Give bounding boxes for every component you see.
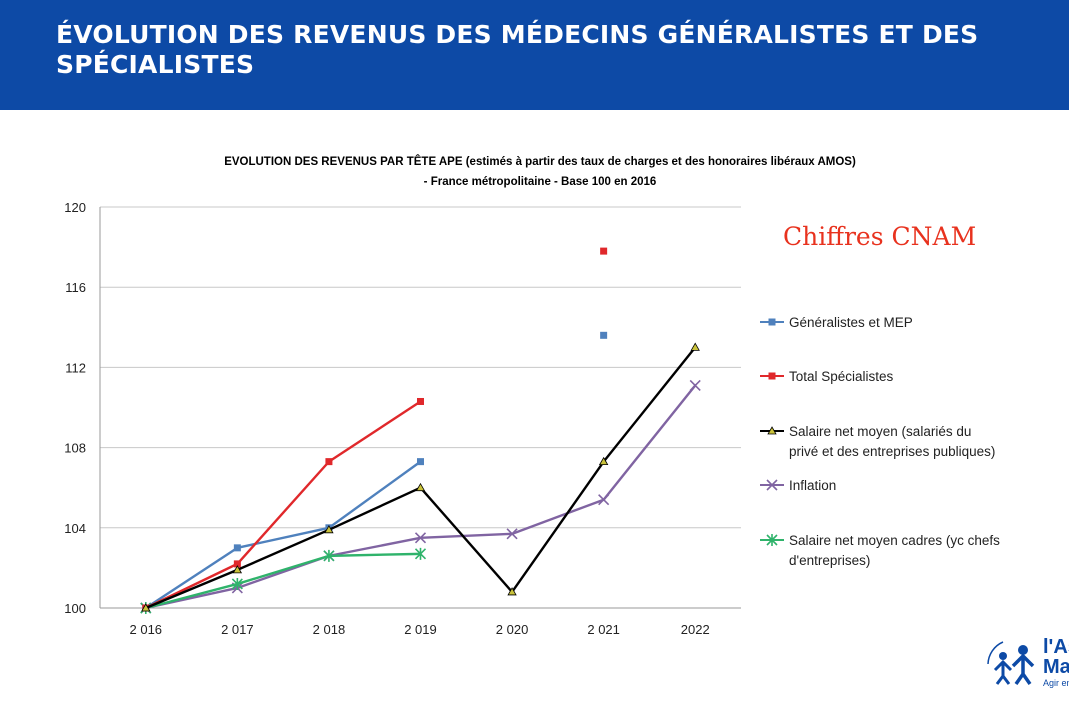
series-line-salaire-net-moyen-cadres-yc-ch bbox=[236, 554, 331, 586]
data-point-inflation bbox=[506, 528, 518, 540]
x-tick-label: 2 021 bbox=[587, 622, 620, 637]
legend-label: privé et des entreprises publiques) bbox=[789, 444, 995, 459]
series-line-salaire-net-moyen-salari-s-du- bbox=[419, 486, 514, 594]
series-line-total-sp-cialistes bbox=[327, 400, 422, 463]
x-tick-label: 2 020 bbox=[496, 622, 529, 637]
people-logo-icon bbox=[987, 641, 1035, 686]
series-line-g-n-ralistes-et-mep bbox=[327, 460, 422, 529]
data-point-total-sp-cialistes bbox=[417, 397, 424, 405]
series-line-g-n-ralistes-et-mep bbox=[144, 546, 239, 610]
data-point-inflation bbox=[689, 379, 701, 392]
data-point-inflation bbox=[414, 532, 427, 544]
chart-title: EVOLUTION DES REVENUS PAR TÊTE APE (esti… bbox=[224, 155, 856, 168]
chart-subtitle: - France métropolitaine - Base 100 en 20… bbox=[424, 176, 657, 188]
data-point-salaire-net-moyen-cadres-yc-ch bbox=[414, 547, 427, 560]
data-point-total-sp-cialistes bbox=[600, 247, 608, 255]
legend-label: Généralistes et MEP bbox=[789, 315, 913, 330]
chart-annotation: Chiffres CNAM bbox=[783, 222, 976, 251]
data-point-salaire-net-moyen-salari-s-du- bbox=[415, 482, 426, 492]
data-point-salaire-net-moyen-cadres-yc-ch bbox=[231, 577, 243, 590]
legend-label: Salaire net moyen cadres (yc chefs bbox=[789, 533, 1000, 548]
legend-label: d'entreprises) bbox=[789, 553, 870, 568]
assurance-maladie-logo: l'As Ma Agir en bbox=[985, 636, 1069, 692]
legend-marker-inflation bbox=[766, 479, 778, 491]
logo-text: Ma bbox=[1043, 656, 1069, 678]
y-tick-label: 120 bbox=[64, 200, 86, 215]
data-point-salaire-net-moyen-salari-s-du- bbox=[507, 587, 517, 596]
data-point-salaire-net-moyen-cadres-yc-ch bbox=[323, 549, 335, 562]
series-line-total-sp-cialistes bbox=[236, 460, 331, 566]
x-tick-label: 2 019 bbox=[404, 622, 437, 637]
series-line-inflation bbox=[419, 532, 514, 540]
series-line-salaire-net-moyen-salari-s-du- bbox=[602, 346, 697, 463]
data-point-inflation bbox=[598, 494, 610, 506]
series-line-salaire-net-moyen-salari-s-du- bbox=[236, 528, 331, 572]
data-point-total-sp-cialistes bbox=[233, 560, 241, 568]
series-line-salaire-net-moyen-cadres-yc-ch bbox=[144, 582, 239, 610]
y-tick-label: 116 bbox=[65, 280, 86, 295]
y-tick-label: 108 bbox=[64, 441, 86, 456]
data-point-salaire-net-moyen-salari-s-du- bbox=[141, 603, 151, 612]
legend-marker-g-n-ralistes-et-mep bbox=[768, 318, 776, 326]
revenue-line-chart: EVOLUTION DES REVENUS PAR TÊTE APE (esti… bbox=[64, 155, 1000, 637]
data-point-salaire-net-moyen-salari-s-du- bbox=[324, 524, 334, 534]
x-tick-label: 2 017 bbox=[221, 622, 254, 637]
data-point-salaire-net-moyen-salari-s-du- bbox=[232, 565, 243, 574]
series-line-salaire-net-moyen-salari-s-du- bbox=[144, 568, 239, 610]
y-tick-label: 104 bbox=[64, 521, 86, 536]
data-point-g-n-ralistes-et-mep bbox=[417, 458, 424, 466]
legend-label: Salaire net moyen (salariés du bbox=[789, 424, 971, 439]
data-point-g-n-ralistes-et-mep bbox=[600, 331, 608, 339]
data-point-g-n-ralistes-et-mep bbox=[233, 544, 241, 552]
logo-tagline: Agir en bbox=[1043, 678, 1069, 688]
legend-marker-total-sp-cialistes bbox=[768, 372, 776, 380]
series-line-inflation bbox=[327, 536, 422, 558]
x-tick-label: 2022 bbox=[681, 622, 710, 637]
legend-label: Inflation bbox=[789, 478, 836, 493]
y-tick-label: 100 bbox=[64, 601, 86, 616]
legend-label: Total Spécialistes bbox=[789, 369, 894, 384]
series-line-salaire-net-moyen-salari-s-du- bbox=[510, 460, 605, 594]
x-tick-label: 2 018 bbox=[313, 622, 346, 637]
x-tick-label: 2 016 bbox=[130, 622, 163, 637]
data-point-total-sp-cialistes bbox=[325, 458, 333, 466]
data-point-salaire-net-moyen-salari-s-du- bbox=[690, 342, 700, 351]
title-banner: ÉVOLUTION DES REVENUS DES MÉDECINS GÉNÉR… bbox=[0, 0, 1069, 110]
series-line-inflation bbox=[602, 384, 697, 501]
series-line-inflation bbox=[510, 498, 605, 536]
series-line-g-n-ralistes-et-mep bbox=[236, 526, 331, 550]
series-line-salaire-net-moyen-cadres-yc-ch bbox=[327, 552, 422, 558]
legend-marker-salaire-net-moyen-cadres-yc-ch bbox=[766, 534, 778, 546]
data-point-salaire-net-moyen-salari-s-du- bbox=[598, 456, 609, 466]
slide-title: ÉVOLUTION DES REVENUS DES MÉDECINS GÉNÉR… bbox=[56, 20, 979, 79]
y-tick-label: 112 bbox=[65, 360, 86, 375]
series-line-salaire-net-moyen-salari-s-du- bbox=[327, 486, 422, 532]
legend-marker-salaire-net-moyen-salari-s-du- bbox=[767, 426, 777, 435]
logo-text: l'As bbox=[1043, 636, 1069, 658]
